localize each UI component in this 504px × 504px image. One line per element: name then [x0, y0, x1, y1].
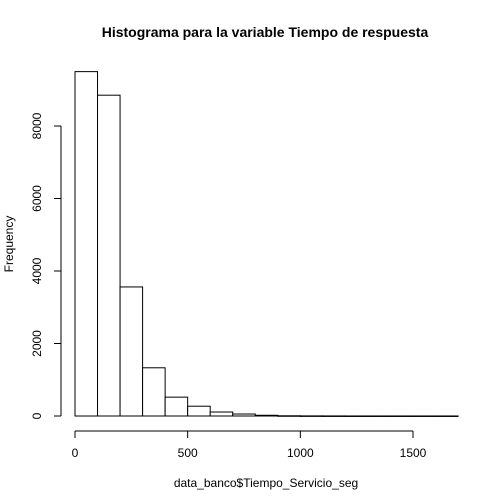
x-tick-label: 1500	[400, 446, 427, 460]
x-tick-label: 500	[178, 446, 198, 460]
histogram-bar	[254, 414, 279, 417]
histogram-bar	[74, 71, 99, 417]
y-tick-label: 4000	[30, 257, 44, 284]
x-tick-label: 0	[72, 446, 79, 460]
histogram-bar	[97, 94, 121, 417]
histogram-bar	[389, 415, 414, 417]
x-tick-label: 1000	[287, 446, 314, 460]
x-axis-label: data_banco$Tiempo_Servicio_seg	[174, 476, 358, 490]
histogram-bar	[164, 396, 189, 417]
chart-title: Histograma para la variable Tiempo de re…	[102, 24, 429, 40]
y-axis-label: Frequency	[2, 216, 16, 273]
histogram-bar	[119, 286, 144, 417]
histogram-bar	[232, 413, 256, 417]
histogram-bar	[322, 415, 346, 417]
histogram-bar	[367, 415, 391, 417]
histogram-bar	[209, 411, 234, 417]
histogram-bar	[299, 415, 324, 417]
histogram-bar	[412, 415, 437, 417]
y-tick-label: 0	[30, 412, 44, 419]
histogram-bar	[435, 415, 459, 417]
x-axis: 0 500 1000 1500	[72, 430, 427, 460]
histogram-bar	[187, 405, 211, 417]
histogram-bar	[344, 415, 369, 417]
y-tick-label: 6000	[30, 185, 44, 212]
y-tick-label: 2000	[30, 330, 44, 357]
histogram-bar	[277, 415, 301, 417]
y-tick-label: 8000	[30, 112, 44, 139]
histogram-bar	[142, 367, 166, 417]
y-axis: 0 2000 4000 6000 8000	[30, 112, 62, 419]
histogram-bars	[74, 71, 459, 417]
